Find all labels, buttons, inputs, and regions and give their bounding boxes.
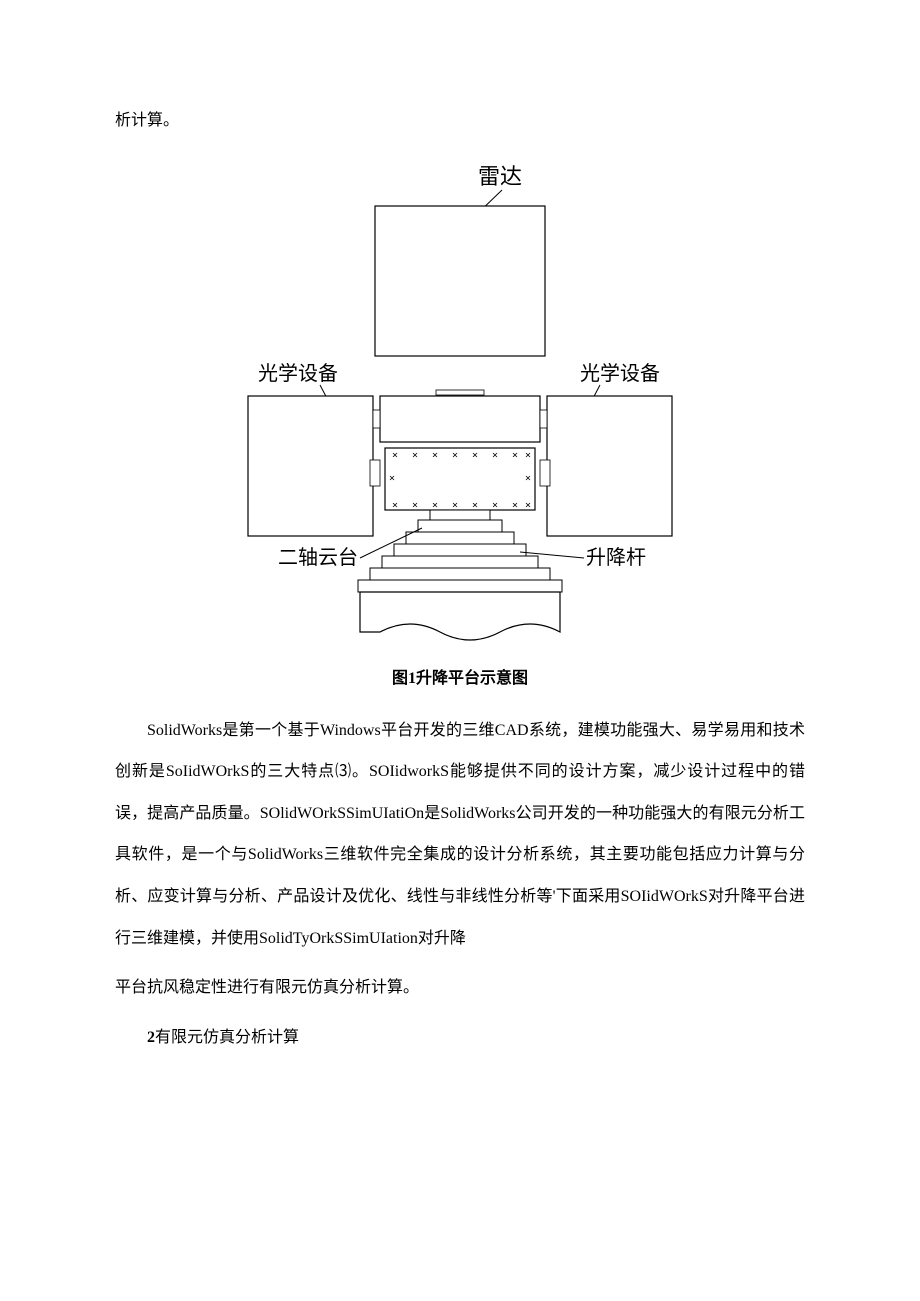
- optical-right-box: [547, 396, 672, 536]
- optical-left-box: [248, 396, 373, 536]
- label-radar: 雷达: [478, 164, 522, 189]
- radar-box: [375, 206, 545, 356]
- joint-right-lower: [540, 460, 550, 486]
- label-mast: 升降杆: [586, 546, 646, 569]
- slab-handle: [436, 390, 484, 395]
- section-number: 2: [147, 1029, 155, 1046]
- label-optical-right: 光学设备: [580, 362, 660, 385]
- joint-left-lower: [370, 460, 380, 486]
- body-paragraph: SolidWorks是第一个基于Windows平台开发的三维CAD系统，建模功能…: [115, 710, 805, 960]
- diagram-container: 雷达 光学设备 光学设备: [115, 160, 805, 650]
- section-heading: 2有限元仿真分析计算: [115, 1017, 805, 1059]
- center-lower-box: [385, 448, 535, 510]
- intro-fragment: 析计算。: [115, 100, 805, 142]
- mast-sections: [358, 510, 562, 592]
- label-optical-left: 光学设备: [258, 362, 338, 385]
- label-gimbal: 二轴云台: [278, 546, 358, 569]
- mast-base: [360, 592, 560, 640]
- lifting-platform-diagram: 雷达 光学设备 光学设备: [200, 160, 720, 650]
- figure-caption: 图1升降平台示意图: [115, 664, 805, 688]
- body-paragraph-tail: 平台抗风稳定性进行有限元仿真分析计算。: [115, 967, 805, 1009]
- joint-left-upper: [373, 410, 380, 428]
- joint-right-upper: [540, 410, 547, 428]
- center-upper-slab: [380, 396, 540, 442]
- section-title: 有限元仿真分析计算: [155, 1029, 299, 1046]
